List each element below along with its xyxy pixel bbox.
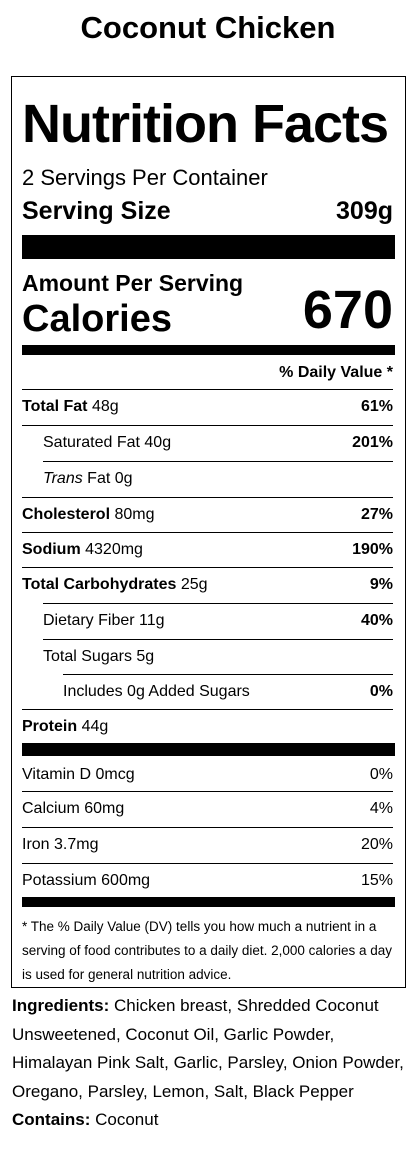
nutrient-row-saturated-fat: Saturated Fat 40g 201% [43,426,393,460]
divider [22,827,393,828]
vitamin-dv: 20% [360,836,393,853]
vitamin-dv: 4% [369,800,393,817]
amount-per-serving: Amount Per Serving [22,270,244,296]
nutrient-label: Total Fat [22,398,88,415]
nutrient-label: Total Sugars 5g [43,648,155,665]
nutrient-amount: 48g [91,398,119,415]
nutrient-dv: 40% [360,612,393,629]
divider [43,461,393,462]
nutrient-amount: 44g [81,718,109,735]
nutrient-label: Fat 0g [87,470,133,487]
nutrient-label: Saturated Fat 40g [43,434,172,451]
vitamin-label: Potassium 600mg [22,872,151,889]
contains-text: Coconut [90,1110,159,1129]
vitamin-label: Calcium 60mg [22,800,125,817]
nutrient-dv: 201% [352,434,393,451]
nutrient-row-total-sugars: Total Sugars 5g [43,640,393,674]
nutrient-row-dietary-fiber: Dietary Fiber 11g 40% [43,604,393,638]
nutrient-row-total-fat: Total Fat 48g 61% [22,390,393,424]
divider [22,567,393,568]
divider [22,532,393,533]
nutrient-dv: 0% [369,683,393,700]
nutrient-label: Protein [22,718,78,735]
nutrient-label: Cholesterol [22,506,111,523]
serving-size-value: 309g [336,197,393,225]
nutrient-amount: 4320mg [85,541,143,558]
vitamin-row: Calcium 60mg 4% [22,792,393,826]
vitamin-dv: 0% [369,766,393,783]
vitamin-row: Potassium 600mg 15% [22,864,393,898]
divider [22,425,393,426]
medium-divider [22,897,395,907]
nutrient-dv: 190% [352,541,393,558]
vitamin-row: Vitamin D 0mcg 0% [22,758,393,792]
nutrient-row-cholesterol: Cholesterol 80mg 27% [22,498,393,532]
divider [22,863,393,864]
nutrient-label: Includes 0g Added Sugars [63,683,250,700]
nutrition-facts-panel: Nutrition Facts 2 Servings Per Container… [11,76,406,988]
nutrient-row-protein: Protein 44g [22,710,393,744]
contains-label: Contains: [12,1110,91,1129]
divider [43,639,393,640]
nutrient-row-total-carbohydrates: Total Carbohydrates 25g 9% [22,568,393,602]
ingredients-label: Ingredients: [12,996,110,1015]
nutrient-amount: 25g [180,576,208,593]
nutrient-label: Sodium [22,541,81,558]
vitamin-dv: 15% [360,872,393,889]
medium-divider [22,345,395,355]
vitamin-row: Iron 3.7mg 20% [22,828,393,862]
daily-value-footnote: * The % Daily Value (DV) tells you how m… [22,919,392,982]
daily-value-header: % Daily Value * [279,364,393,381]
calories-value: 670 [302,280,393,340]
divider [22,709,393,710]
divider [63,674,393,675]
nutrient-label: Total Carbohydrates [22,576,177,593]
servings-per-container: 2 Servings Per Container [22,165,268,190]
ingredients-section: Ingredients: Chicken breast, Shredded Co… [12,992,410,1135]
nutrient-row-added-sugars: Includes 0g Added Sugars 0% [63,675,393,709]
nutrient-dv: 61% [360,398,393,415]
nutrient-label: Dietary Fiber 11g [43,612,165,629]
divider [22,791,393,792]
product-title: Coconut Chicken [80,10,336,45]
divider [22,389,393,390]
nutrient-dv: 27% [360,506,393,523]
nutrient-amount: 80mg [114,506,155,523]
nutrient-row-sodium: Sodium 4320mg 190% [22,533,393,567]
calories-label: Calories [22,298,172,340]
thick-divider [22,743,395,756]
nutrient-dv: 9% [369,576,393,593]
ingredients-text: Chicken breast, Shredded Coconut Unsweet… [12,996,404,1101]
divider [22,497,393,498]
nutrition-facts-heading: Nutrition Facts [22,94,389,154]
vitamin-label: Iron 3.7mg [22,836,99,853]
serving-size-label: Serving Size [22,197,171,225]
vitamin-label: Vitamin D 0mcg [22,766,135,783]
nutrient-row-trans-fat: Trans Fat 0g [43,462,393,496]
divider [43,603,393,604]
nutrient-label-italic: Trans [43,470,83,487]
thick-divider [22,235,395,259]
